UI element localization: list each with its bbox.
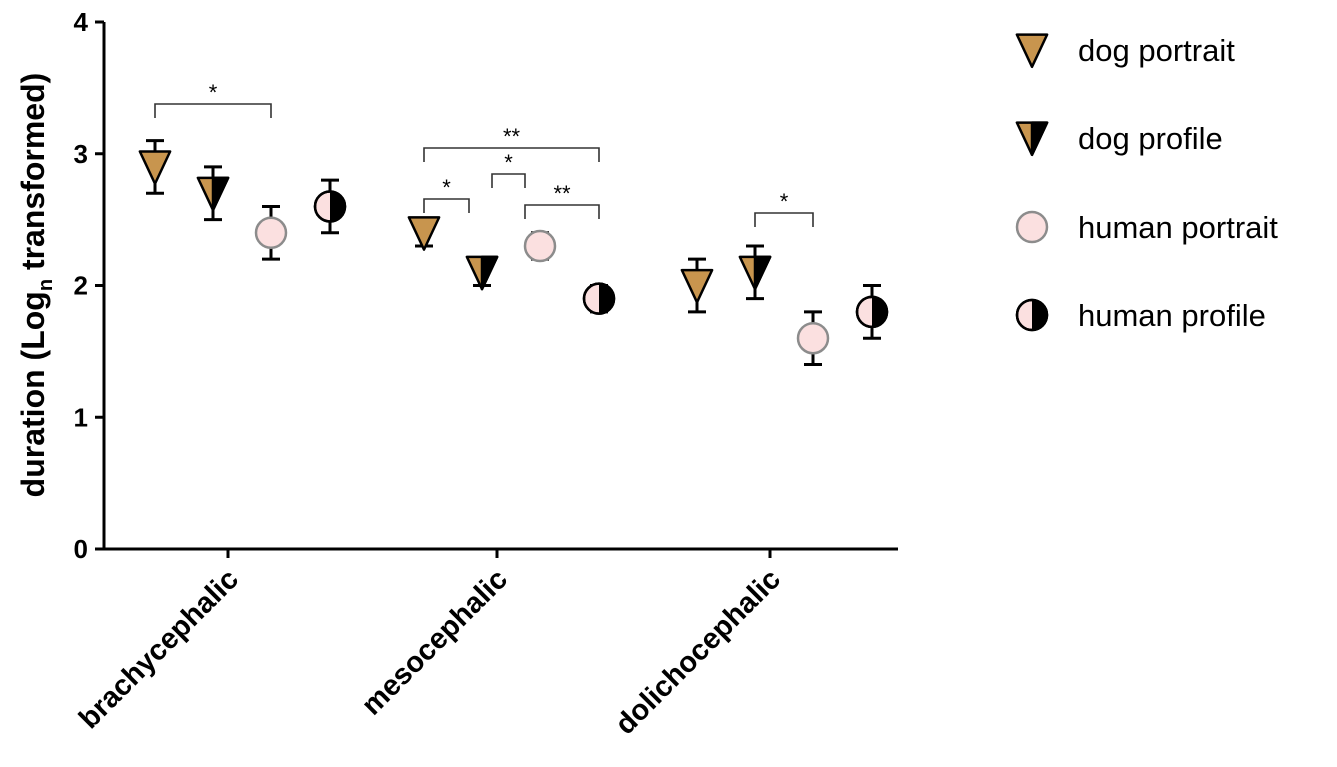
triangle-shape	[680, 268, 714, 304]
legend-marker	[1015, 121, 1049, 157]
circle-half-fill	[1032, 300, 1047, 330]
triangle-half-fill	[211, 176, 230, 212]
legend-item: human profile	[1015, 298, 1266, 333]
marker	[680, 268, 714, 304]
data-point	[313, 178, 347, 235]
data-point	[254, 204, 288, 261]
significance-label: *	[780, 189, 789, 214]
significance-label: *	[442, 175, 451, 200]
significance-brackets: ******* *	[154, 80, 814, 227]
circle-outline	[313, 190, 347, 223]
data-point	[582, 282, 616, 315]
bracket-line	[754, 212, 814, 227]
category-label: mesocephalic	[356, 563, 514, 721]
circle-half-fill	[872, 296, 887, 327]
data-point	[796, 310, 830, 367]
significance-bracket: *	[154, 80, 272, 118]
marker	[196, 176, 230, 212]
marker	[407, 216, 441, 251]
significance-bracket: *	[491, 150, 526, 188]
marker	[254, 216, 288, 250]
circle-shape	[1015, 210, 1049, 244]
triangle-shape	[1015, 33, 1049, 69]
marker	[738, 255, 772, 291]
circle-outline	[855, 295, 889, 329]
marker	[523, 229, 557, 263]
data-point	[407, 216, 441, 251]
legend-label: human portrait	[1078, 210, 1278, 245]
bracket-line	[423, 147, 600, 162]
bracket-line	[491, 173, 526, 188]
triangle-shape	[407, 216, 441, 251]
data-point	[738, 244, 772, 301]
data-point	[138, 139, 172, 195]
legend: dog portrait dog profile human portrait hum…	[1015, 33, 1278, 333]
bracket-line	[423, 198, 470, 213]
category-labels: brachycephalic mesocephalic dolichocephali…	[73, 549, 787, 741]
legend-item: human portrait	[1015, 210, 1278, 245]
data-point	[196, 165, 230, 222]
circle-half-fill	[599, 283, 614, 314]
bracket-line	[154, 103, 272, 118]
significance-label: *	[209, 80, 218, 105]
y-tick-label: 1	[74, 402, 88, 432]
legend-marker	[1015, 210, 1049, 244]
significance-bracket: *	[423, 175, 470, 213]
triangle-half-fill	[753, 255, 772, 291]
circle-outline	[582, 282, 616, 315]
data-point	[855, 284, 889, 340]
triangle-half-fill	[1030, 121, 1049, 157]
marker	[796, 321, 830, 355]
data-point	[523, 229, 557, 263]
circle-shape	[796, 321, 830, 355]
significance-bracket: **	[524, 181, 600, 219]
circle-half-fill	[330, 191, 345, 222]
y-tick-label: 3	[74, 139, 88, 169]
circle-shape	[523, 229, 557, 263]
y-tick-label: 2	[74, 271, 88, 301]
marker	[855, 295, 889, 329]
legend-marker	[1015, 33, 1049, 69]
category-label: dolichocephalic	[609, 563, 787, 741]
significance-label: **	[553, 181, 571, 206]
data-points	[138, 139, 889, 367]
circle-outline	[1015, 298, 1049, 332]
category-label: brachycephalic	[73, 563, 245, 735]
significance-bracket: **	[423, 124, 600, 162]
y-tick-label: 0	[74, 534, 88, 564]
legend-item: dog profile	[1015, 121, 1223, 157]
legend-label: human profile	[1078, 298, 1266, 333]
y-tick-label: 4	[74, 7, 89, 37]
bracket-line	[524, 204, 600, 219]
marker	[582, 282, 616, 315]
significance-label: **	[503, 124, 521, 149]
triangle-shape	[138, 150, 172, 185]
axes	[102, 22, 898, 551]
legend-label: dog portrait	[1078, 33, 1235, 68]
data-point	[465, 255, 499, 291]
y-ticks: 0 1 2 3 4	[74, 7, 104, 564]
marker	[465, 255, 499, 291]
legend-item: dog portrait	[1015, 33, 1235, 69]
marker	[138, 150, 172, 185]
legend-label: dog profile	[1078, 121, 1223, 156]
significance-bracket: *	[754, 189, 814, 227]
triangle-half-fill	[480, 255, 499, 291]
significance-label: *	[504, 150, 513, 175]
data-point	[680, 257, 714, 314]
y-axis-title: duration (Logn transformed)	[15, 73, 57, 498]
circle-shape	[254, 216, 288, 250]
marker	[313, 190, 347, 223]
legend-marker	[1015, 298, 1049, 332]
